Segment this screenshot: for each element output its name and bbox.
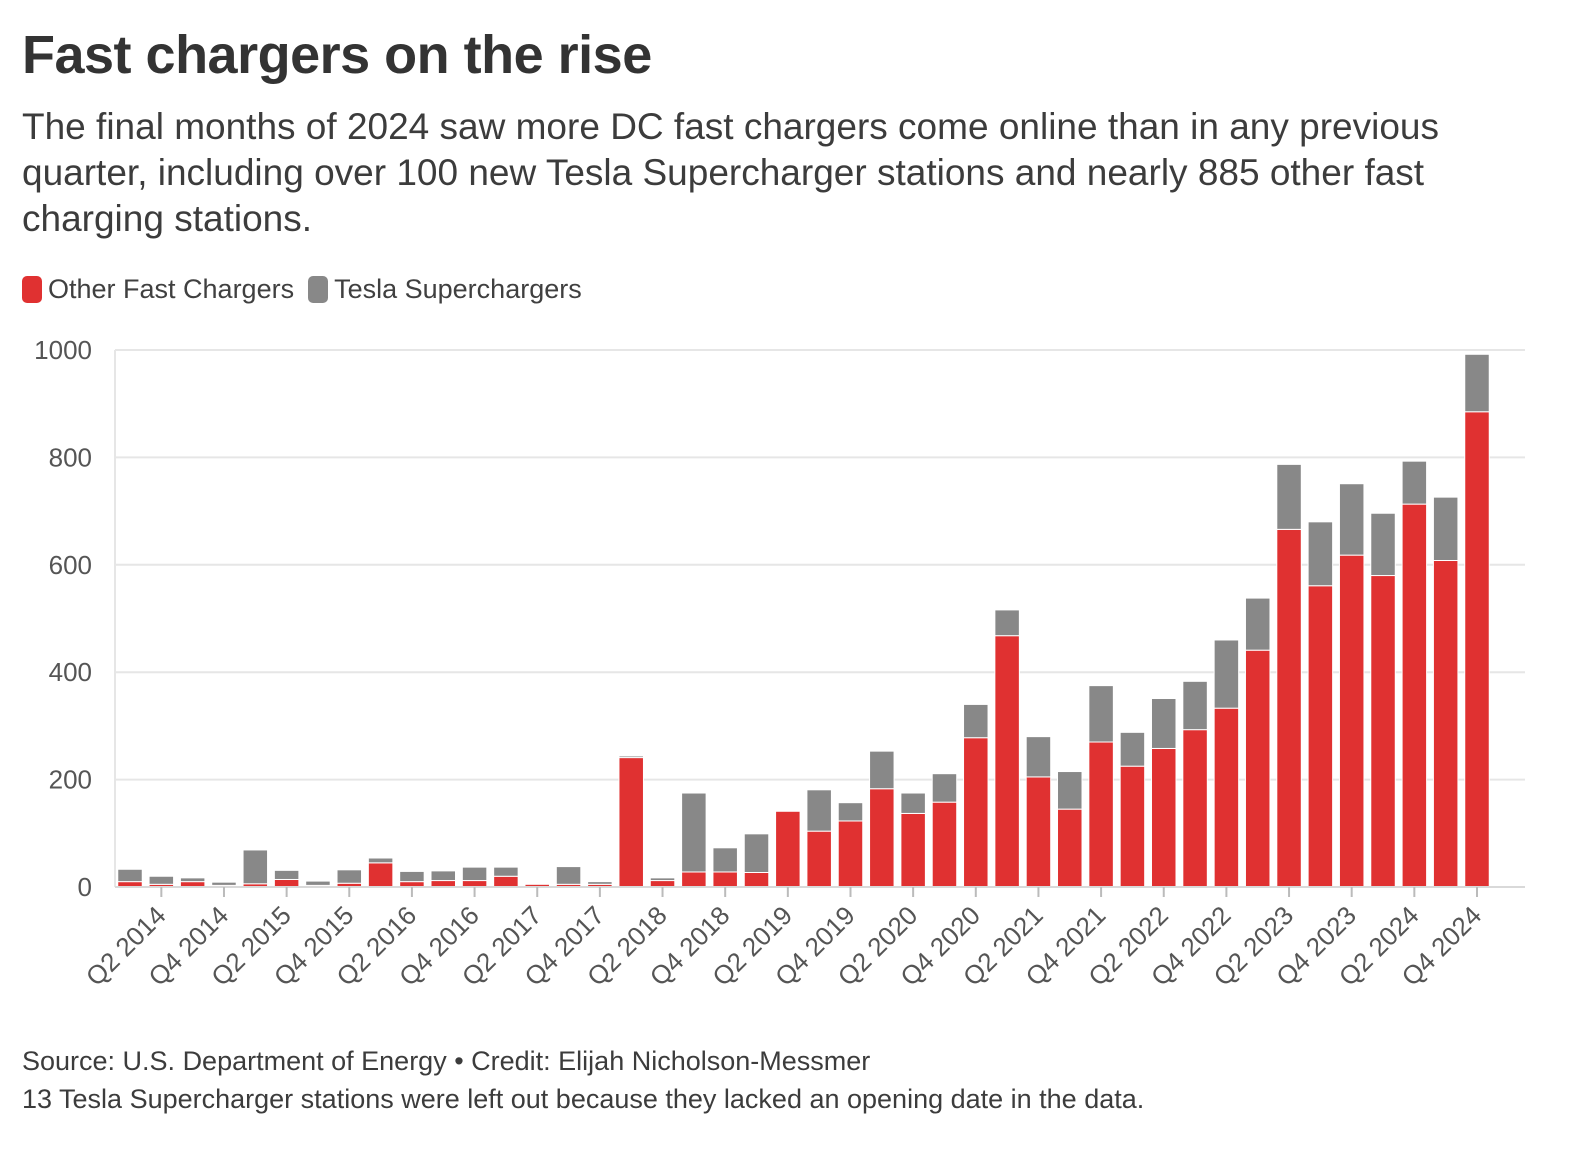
- bar-tesla-Q4-2015: [336, 869, 363, 884]
- legend-label-tesla: Tesla Superchargers: [334, 273, 582, 304]
- legend: Other Fast Chargers Tesla Superchargers: [22, 272, 596, 306]
- source-credit: Source: U.S. Department of Energy • Cred…: [22, 1046, 871, 1076]
- bar-tesla-Q2-2024: [1401, 460, 1428, 505]
- legend-label-other: Other Fast Chargers: [48, 273, 295, 304]
- bar-other-Q3-2018: [681, 871, 707, 888]
- bar-tesla-Q3-2018: [681, 792, 707, 873]
- bar-tesla-Q3-2020: [931, 773, 958, 803]
- bar-other-Q1-2016: [367, 862, 394, 888]
- bar-tesla-Q1-2017: [493, 866, 519, 877]
- y-tick-label: 0: [78, 872, 92, 902]
- bar-other-Q2-2022: [1150, 747, 1177, 888]
- bar-tesla-Q4-2016: [461, 866, 488, 882]
- bar-other-Q4-2018: [712, 871, 738, 888]
- bar-other-Q3-2019: [806, 830, 832, 888]
- bar-tesla-Q1-2018: [618, 755, 644, 759]
- bar-tesla-Q4-2018: [712, 847, 738, 873]
- bar-tesla-Q1-2016: [367, 857, 394, 864]
- bar-tesla-Q3-2023: [1307, 521, 1334, 587]
- footnote: 13 Tesla Supercharger stations were left…: [22, 1084, 1145, 1114]
- bar-tesla-Q1-2020: [869, 750, 895, 790]
- legend-item-tesla: Tesla Superchargers: [308, 274, 582, 305]
- bar-other-Q1-2020: [869, 788, 895, 888]
- bar-tesla-Q3-2017: [555, 866, 582, 885]
- chart-title: Fast chargers on the rise: [22, 25, 652, 85]
- bar-tesla-Q1-2024: [1370, 512, 1396, 577]
- bar-tesla-Q3-2019: [806, 789, 832, 832]
- y-tick-label: 800: [49, 442, 92, 472]
- bar-other-Q1-2017: [493, 875, 519, 888]
- bar-other-Q2-2023: [1276, 528, 1302, 888]
- bar-tesla-Q3-2015: [305, 880, 331, 886]
- bar-tesla-Q4-2014: [211, 881, 237, 886]
- bar-tesla-Q1-2019: [743, 833, 770, 874]
- bar-tesla-Q1-2015: [242, 849, 269, 885]
- bar-tesla-Q2-2020: [900, 792, 926, 814]
- y-tick-label: 200: [49, 765, 92, 795]
- bar-tesla-Q4-2021: [1088, 685, 1114, 743]
- bar-tesla-Q4-2020: [963, 703, 989, 739]
- bar-tesla-Q3-2024: [1432, 496, 1459, 562]
- bar-other-Q1-2022: [1119, 765, 1146, 888]
- bar-other-Q4-2021: [1088, 741, 1114, 888]
- bar-tesla-Q1-2023: [1244, 597, 1271, 651]
- bar-tesla-Q4-2022: [1213, 639, 1240, 709]
- bar-other-Q2-2015: [273, 878, 300, 888]
- legend-swatch-tesla: [308, 275, 329, 303]
- chart-subtitle: The final months of 2024 saw more DC fas…: [22, 106, 1440, 239]
- bar-tesla-Q2-2016: [399, 870, 425, 883]
- bar-tesla-Q4-2019: [837, 802, 864, 822]
- bar-tesla-Q3-2016: [430, 870, 457, 882]
- bar-tesla-Q4-2017: [587, 881, 613, 885]
- bar-other-Q3-2023: [1307, 585, 1334, 888]
- bar-other-Q1-2023: [1244, 649, 1271, 888]
- y-tick-label: 600: [49, 550, 92, 580]
- bar-tesla-Q3-2022: [1182, 680, 1208, 731]
- bar-tesla-Q1-2021: [994, 609, 1020, 637]
- bar-other-Q2-2024: [1401, 503, 1428, 888]
- bar-other-Q3-2020: [931, 801, 958, 888]
- bar-other-Q3-2022: [1182, 729, 1208, 888]
- y-tick-label: 1000: [34, 335, 92, 365]
- bar-other-Q2-2020: [900, 812, 926, 888]
- bar-other-Q1-2018: [618, 757, 644, 888]
- bar-other-Q1-2021: [994, 635, 1020, 888]
- bar-tesla-Q4-2023: [1338, 483, 1365, 556]
- legend-item-other: Other Fast Chargers: [22, 274, 294, 305]
- bar-other-Q2-2019: [775, 810, 801, 888]
- bar-tesla-Q4-2024: [1464, 353, 1490, 413]
- legend-swatch-other: [22, 275, 42, 303]
- bar-tesla-Q3-2014: [179, 877, 206, 883]
- bar-tesla-Q2-2023: [1276, 463, 1302, 530]
- bar-tesla-Q1-2014: [117, 868, 143, 883]
- y-tick-label: 400: [49, 657, 92, 687]
- bar-other-Q1-2024: [1370, 575, 1396, 888]
- bar-other-Q4-2019: [837, 820, 864, 888]
- bar-tesla-Q2-2015: [273, 869, 300, 880]
- bar-tesla-Q2-2021: [1025, 736, 1052, 778]
- bar-other-Q4-2024: [1464, 411, 1490, 888]
- bar-tesla-Q3-2021: [1057, 771, 1083, 810]
- bar-other-Q4-2020: [963, 737, 989, 888]
- bar-other-Q4-2022: [1213, 707, 1240, 888]
- bar-tesla-Q2-2018: [649, 877, 676, 882]
- bar-tesla-Q2-2014: [148, 875, 175, 885]
- bar-tesla-Q2-2022: [1150, 698, 1177, 749]
- bar-tesla-Q1-2022: [1119, 731, 1146, 767]
- bar-other-Q4-2023: [1338, 554, 1365, 888]
- bar-other-Q3-2021: [1057, 808, 1083, 888]
- bar-other-Q2-2021: [1025, 776, 1052, 888]
- bar-other-Q1-2019: [743, 872, 770, 888]
- bar-other-Q3-2024: [1432, 560, 1459, 888]
- footer: Source: U.S. Department of Energy • Cred…: [22, 1042, 1144, 1118]
